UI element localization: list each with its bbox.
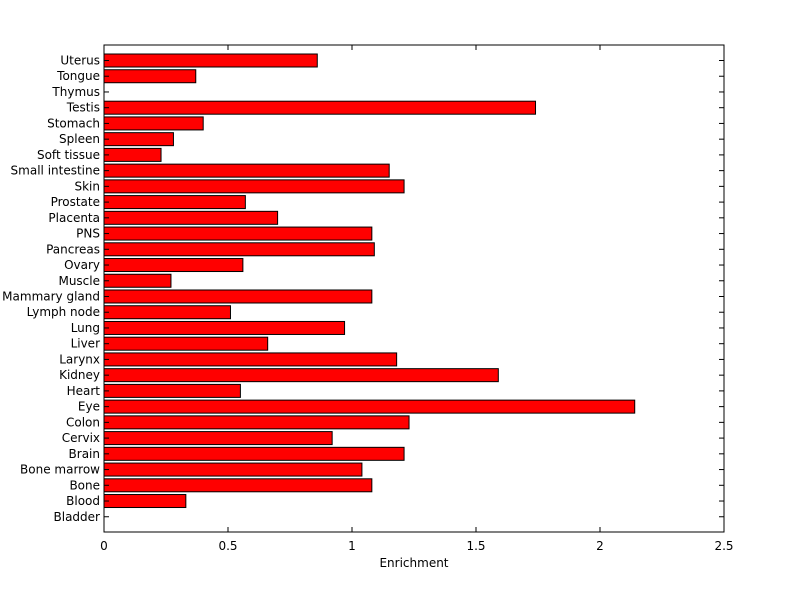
y-tick-label: Small intestine [11, 164, 100, 178]
y-tick-label: Ovary [64, 258, 100, 272]
y-tick-label: Bone marrow [20, 463, 100, 477]
y-tick-label: Prostate [51, 195, 100, 209]
y-tick-label: Heart [67, 384, 101, 398]
bar-mammary-gland [103, 289, 373, 304]
x-tick-label: 0 [100, 539, 108, 553]
bar-lymph-node [103, 305, 231, 320]
y-tick-label: Liver [71, 337, 101, 351]
bar-prostate [103, 195, 246, 210]
bar-muscle [103, 273, 172, 288]
y-tick-label: Mammary gland [2, 289, 100, 303]
y-tick-label: Eye [78, 400, 100, 414]
bar-heart [103, 383, 241, 398]
x-tick-label: 0.5 [218, 539, 237, 553]
bar-placenta [103, 210, 279, 225]
bar-skin [103, 179, 405, 194]
y-tick-label: Soft tissue [37, 148, 100, 162]
bar-small-intestine [103, 163, 390, 178]
y-tick-label: Bladder [54, 510, 101, 524]
y-tick-label: Cervix [62, 431, 100, 445]
x-axis-label: Enrichment [379, 556, 448, 570]
y-tick-label: Muscle [58, 274, 100, 288]
y-tick-label: Colon [66, 415, 100, 429]
bar-blood [103, 494, 187, 509]
bar-bone [103, 478, 373, 493]
bar-pns [103, 226, 373, 241]
bar-ovary [103, 258, 244, 273]
x-tick-label: 1.5 [466, 539, 485, 553]
bar-kidney [103, 368, 499, 383]
y-tick-label: Uterus [60, 54, 100, 68]
bar-uterus [103, 53, 318, 68]
bar-spleen [103, 132, 174, 147]
bar-stomach [103, 116, 204, 131]
bar-pancreas [103, 242, 375, 257]
y-tick-label: Thymus [51, 85, 100, 99]
y-tick-label: Brain [69, 447, 100, 461]
bar-lung [103, 320, 346, 335]
bar-soft-tissue [103, 147, 162, 162]
bar-eye [103, 399, 636, 414]
y-tick-label: Blood [66, 494, 100, 508]
bars-group [103, 53, 636, 509]
bar-bone-marrow [103, 462, 363, 477]
x-tick-label: 1 [348, 539, 356, 553]
bar-cervix [103, 431, 333, 446]
y-tick-label: Lung [71, 321, 100, 335]
bar-larynx [103, 352, 398, 367]
y-tick-label: Bone [69, 478, 100, 492]
y-tick-label: Testis [66, 101, 100, 115]
y-tick-label: Spleen [59, 132, 100, 146]
y-tick-label: Lymph node [27, 305, 100, 319]
bar-colon [103, 415, 410, 430]
bar-testis [103, 100, 537, 115]
y-tick-label: Stomach [47, 116, 100, 130]
x-tick-label: 2 [596, 539, 604, 553]
y-tick-label: Skin [74, 179, 100, 193]
y-tick-label: Placenta [48, 211, 100, 225]
y-tick-label: Larynx [59, 352, 100, 366]
y-tick-label: Tongue [56, 69, 100, 83]
bar-brain [103, 446, 405, 461]
bar-liver [103, 336, 269, 351]
x-axis: 0 0.5 1 1.5 2 2.5 [100, 45, 734, 553]
y-tick-label: Kidney [59, 368, 100, 382]
y-tick-label: Pancreas [46, 242, 100, 256]
y-tick-label: PNS [76, 227, 100, 241]
bar-tongue [103, 69, 197, 84]
x-tick-label: 2.5 [714, 539, 733, 553]
